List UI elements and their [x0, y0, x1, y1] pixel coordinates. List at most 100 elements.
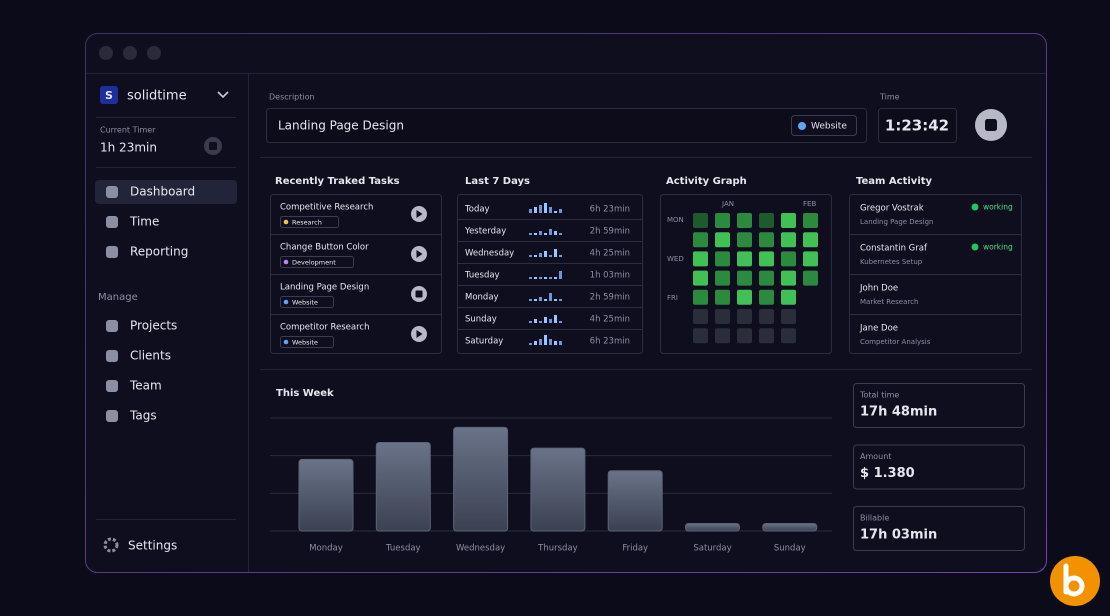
activity-cell — [715, 328, 730, 344]
member-task: Landing Page Design — [860, 218, 933, 226]
activity-cell — [759, 213, 774, 228]
window-dot — [99, 46, 113, 60]
activity-cell — [803, 213, 818, 228]
nav: Dashboard Time Reporting — [106, 185, 195, 259]
activity-cell — [737, 309, 752, 324]
project-name: Website — [292, 339, 318, 347]
bar — [762, 522, 818, 532]
app-name[interactable]: solidtime — [127, 89, 187, 104]
day-name: Yesterday — [464, 227, 506, 237]
sparkline-bar — [539, 277, 542, 279]
activity-cell — [759, 289, 774, 305]
nav-link[interactable]: Projects — [130, 319, 177, 333]
stat-value: 17h 03min — [860, 528, 937, 543]
project-chip — [280, 216, 339, 228]
sparkline-bar — [559, 271, 562, 279]
activity-cell — [715, 251, 730, 267]
sparkline-bar — [559, 233, 562, 235]
brand-badge — [1050, 556, 1100, 606]
nav-link[interactable]: Time — [129, 215, 159, 229]
sparkline-bar — [559, 321, 562, 323]
nav-icon — [106, 246, 118, 258]
member-name: John Doe — [859, 284, 898, 294]
activity-cell — [781, 289, 796, 305]
activity-cell — [737, 270, 752, 286]
project-name: Website — [292, 299, 318, 307]
member-name: Gregor Vostrak — [860, 204, 924, 214]
status: working — [983, 203, 1013, 212]
description-input[interactable] — [266, 108, 867, 143]
window-dot — [147, 46, 161, 60]
chevron[interactable] — [217, 91, 229, 99]
sparkline-bar — [549, 255, 552, 257]
project-dot — [283, 259, 289, 265]
activity-cell — [803, 270, 818, 286]
x-tick-label: Saturday — [693, 544, 731, 554]
duration: 4h 25min — [590, 249, 630, 259]
time-input[interactable] — [878, 108, 957, 143]
activity-cell — [781, 251, 796, 267]
activity-cell — [759, 328, 774, 344]
task-name: Competitive Research — [280, 203, 373, 213]
day-list: Today 6h 23min Yesterday 2h 59min Wednesday 4… — [458, 203, 642, 347]
bar — [453, 426, 509, 532]
nav-link[interactable]: Tags — [129, 409, 157, 423]
day-label: MON — [667, 216, 684, 224]
activity-cell — [737, 328, 752, 344]
sparkline-bar — [549, 339, 552, 345]
logo — [100, 86, 118, 104]
sparkline-bar — [549, 229, 552, 235]
day-label: WED — [667, 255, 684, 263]
x-tick-label: Friday — [622, 544, 648, 554]
logo-letter: S — [105, 89, 113, 102]
status-dot — [971, 203, 979, 211]
sparkline-bar — [534, 255, 537, 257]
activity-cell — [781, 328, 796, 344]
activity-cell — [781, 232, 796, 248]
stat-label: Total time — [859, 391, 899, 400]
month-label: JAN — [721, 200, 734, 208]
project-chip — [280, 296, 334, 308]
project-chip[interactable] — [791, 115, 857, 136]
duration: 4h 25min — [590, 315, 630, 325]
panel-title: Activity Graph — [666, 176, 747, 187]
description: Landing Page Design — [278, 119, 404, 133]
activity-cell — [693, 328, 708, 344]
activity-cell — [715, 289, 730, 305]
activity-cell — [759, 270, 774, 286]
panel-title: Last 7 Days — [465, 176, 530, 187]
nav-link[interactable]: Dashboard — [130, 185, 195, 199]
stop-icon — [415, 290, 423, 298]
nav-link[interactable]: Clients — [130, 349, 171, 363]
sparkline-bar — [539, 253, 542, 257]
nav-link[interactable]: Reporting — [130, 245, 188, 259]
activity-heatmap: JAN FEB MON WED FRI — [667, 200, 818, 344]
day-label: FRI — [667, 294, 678, 302]
panel — [270, 194, 442, 354]
sparkline-bar — [559, 209, 562, 213]
stop-icon — [985, 119, 997, 131]
member-name: Jane Doe — [859, 324, 898, 334]
activity-cell — [737, 289, 752, 305]
activity-cell — [781, 309, 796, 324]
day-name: Sunday — [465, 315, 497, 325]
task-name: Competitor Research — [280, 323, 369, 333]
project-dot — [798, 122, 806, 130]
settings-link[interactable]: Settings — [128, 539, 177, 553]
project-name: Research — [292, 219, 322, 227]
nav-link[interactable]: Team — [129, 379, 162, 393]
window-dot — [123, 46, 137, 60]
duration: 2h 59min — [590, 293, 630, 303]
sparkline-bar — [549, 207, 552, 213]
panel-title: Team Activity — [856, 176, 933, 187]
sparkline-bar — [554, 277, 557, 279]
activity-cell — [781, 270, 796, 286]
member-task: Kubernetes Setup — [860, 258, 923, 266]
stop-icon — [209, 142, 217, 150]
activity-cell — [803, 232, 818, 248]
sparkline-bar — [534, 207, 537, 213]
sparkline-bar — [539, 321, 542, 323]
time-value: 1:23:42 — [885, 117, 949, 135]
settings-icon — [103, 537, 119, 553]
panel — [660, 194, 832, 354]
